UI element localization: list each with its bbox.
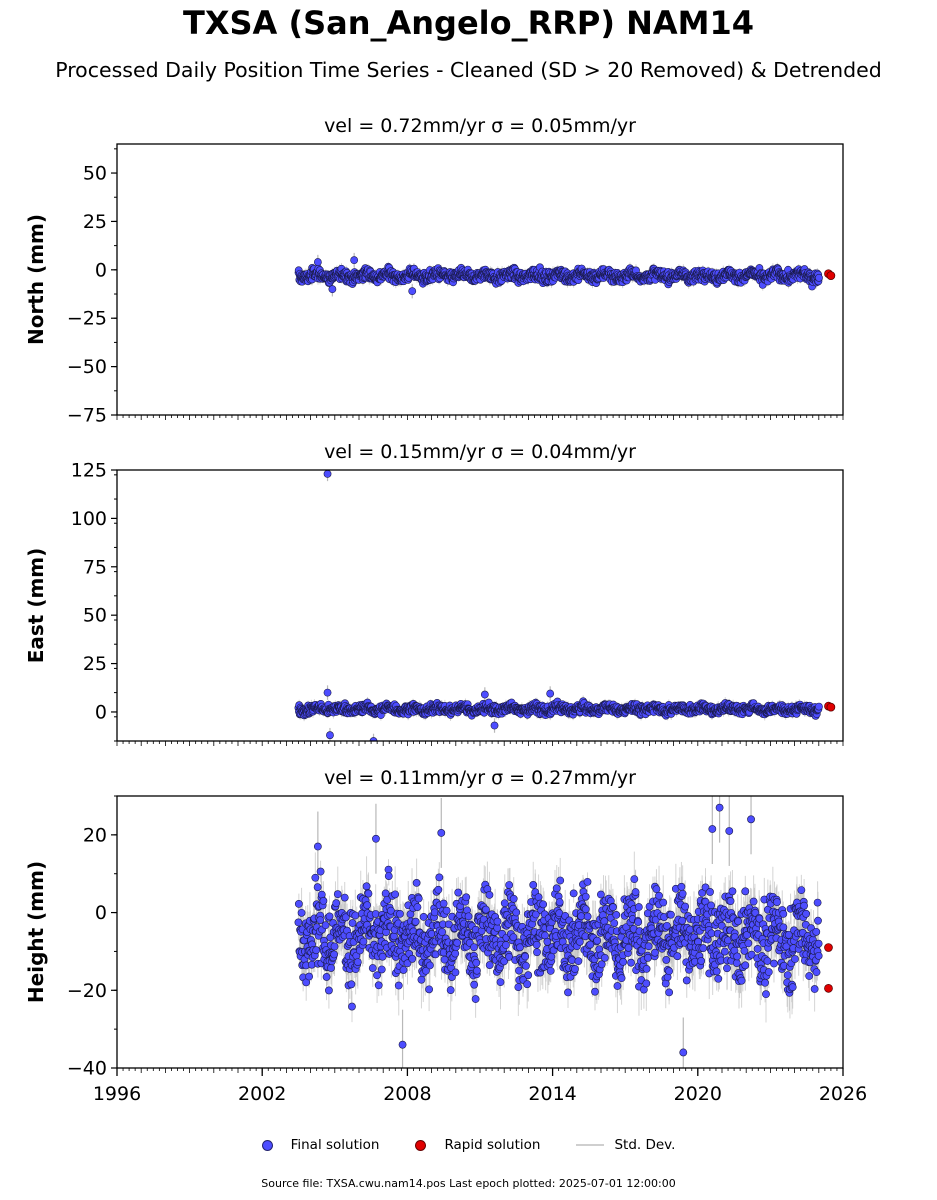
data-layer [294, 470, 836, 741]
y-tick-label: 0 [95, 259, 107, 281]
chart-subtitle: Processed Daily Position Time Series - C… [55, 58, 882, 82]
data-layer [294, 252, 836, 299]
final-point [408, 287, 417, 296]
final-point [815, 273, 823, 282]
panel-title: vel = 0.15mm/yr σ = 0.04mm/yr [324, 441, 636, 463]
y-tick-label: −50 [67, 356, 107, 378]
rapid-point [826, 271, 836, 280]
final-point [350, 256, 359, 265]
panel-1: vel = 0.72mm/yr σ = 0.05mm/yr North (mm) 5… [24, 115, 844, 427]
y-axis-label: North (mm) [24, 214, 48, 345]
y-tick-label: −75 [67, 405, 107, 427]
chart-title: TXSA (San_Angelo_RRP) NAM14 [182, 4, 755, 42]
y-tick-label: −25 [67, 308, 107, 330]
y-axis-label: East (mm) [24, 548, 48, 664]
final-point [328, 285, 337, 294]
panel-title: vel = 0.72mm/yr σ = 0.05mm/yr [324, 115, 636, 137]
y-tick-label: 50 [83, 163, 107, 185]
y-tick-label: 25 [83, 211, 107, 233]
final-point [313, 258, 322, 266]
charts-canvas: vel = 0.72mm/yr σ = 0.05mm/yr North (mm) 5… [24, 115, 867, 1105]
